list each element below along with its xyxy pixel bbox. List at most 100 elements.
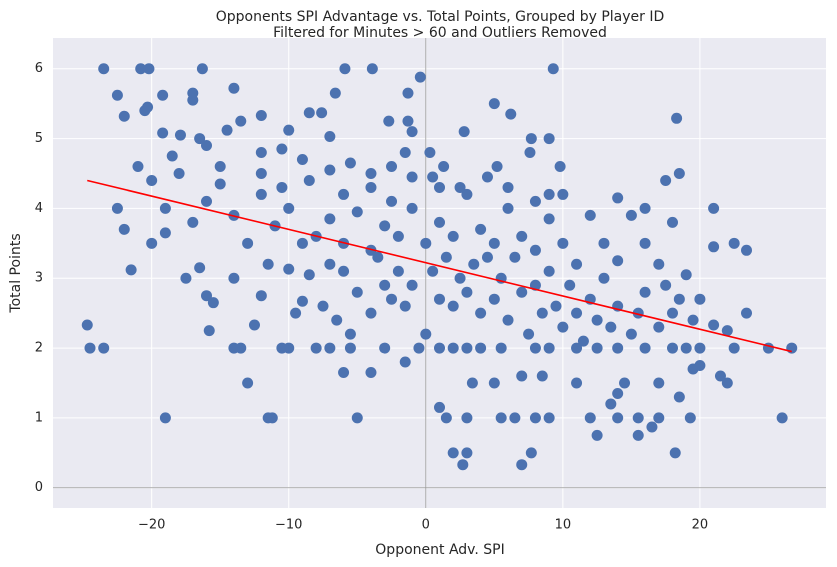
point (81, 319, 93, 331)
point (708, 241, 720, 253)
point (406, 171, 418, 183)
point (383, 115, 395, 127)
point (447, 342, 459, 354)
point (458, 126, 470, 138)
point (434, 181, 445, 193)
marks (81, 63, 798, 471)
point (187, 94, 199, 106)
point (571, 258, 583, 270)
point (402, 115, 414, 127)
point (379, 342, 391, 354)
point (660, 279, 672, 291)
x-tick-label: −20 (138, 518, 165, 533)
point (509, 412, 521, 424)
point (660, 174, 672, 186)
point (639, 286, 651, 298)
point (564, 279, 576, 291)
point (557, 237, 569, 249)
point (571, 342, 583, 354)
point (495, 342, 507, 354)
point (529, 244, 541, 256)
point (303, 269, 315, 281)
point (255, 167, 267, 179)
point (488, 237, 500, 249)
point (529, 342, 541, 354)
point (468, 258, 480, 270)
point (505, 108, 517, 120)
point (632, 412, 644, 424)
point (584, 412, 596, 424)
point (324, 213, 336, 225)
point (669, 447, 681, 459)
point (502, 202, 514, 214)
point (653, 377, 665, 389)
point (543, 412, 555, 424)
point (502, 314, 514, 326)
point (721, 325, 733, 337)
point (673, 293, 685, 305)
point (427, 171, 439, 183)
point (331, 314, 343, 326)
point (502, 181, 514, 193)
point (434, 342, 445, 354)
point (248, 319, 260, 331)
point (619, 377, 631, 389)
point (525, 447, 537, 459)
point (196, 63, 208, 75)
point (111, 89, 123, 101)
point (625, 328, 637, 340)
point (228, 272, 240, 284)
point (516, 370, 528, 382)
point (296, 237, 308, 249)
point (653, 258, 665, 270)
point (591, 314, 603, 326)
point (475, 223, 487, 235)
point (194, 133, 206, 145)
point (639, 342, 651, 354)
point (666, 342, 678, 354)
point (447, 230, 459, 242)
point (438, 160, 450, 172)
y-tick-label: 0 (35, 480, 43, 495)
point (557, 188, 569, 200)
point (488, 98, 500, 110)
chart-subtitle: Filtered for Minutes > 60 and Outliers R… (273, 25, 607, 41)
y-tick-label: 5 (35, 131, 43, 146)
point (235, 115, 247, 127)
point (146, 237, 158, 249)
point (203, 325, 215, 337)
point (386, 195, 398, 207)
point (366, 63, 378, 75)
plot-area (53, 38, 826, 508)
point (666, 307, 678, 319)
point (98, 342, 110, 354)
point (118, 223, 130, 235)
point (454, 272, 466, 284)
point (639, 202, 651, 214)
point (351, 286, 363, 298)
point (207, 297, 219, 309)
chart-title: Opponents SPI Advantage vs. Total Points… (216, 9, 665, 25)
point (283, 263, 295, 275)
point (173, 167, 185, 179)
y-tick-label: 4 (35, 201, 43, 216)
point (687, 314, 699, 326)
point (406, 202, 418, 214)
point (454, 181, 466, 193)
point (276, 342, 288, 354)
point (228, 82, 240, 94)
point (547, 63, 559, 75)
point (461, 342, 473, 354)
point (324, 130, 336, 142)
y-tick-label: 6 (35, 61, 43, 76)
x-tick-label: 10 (555, 518, 572, 533)
point (536, 370, 548, 382)
point (338, 265, 350, 277)
point (344, 328, 356, 340)
point (174, 129, 186, 141)
point (728, 237, 740, 249)
point (214, 178, 226, 190)
point (488, 377, 500, 389)
point (146, 174, 158, 186)
point (776, 412, 788, 424)
